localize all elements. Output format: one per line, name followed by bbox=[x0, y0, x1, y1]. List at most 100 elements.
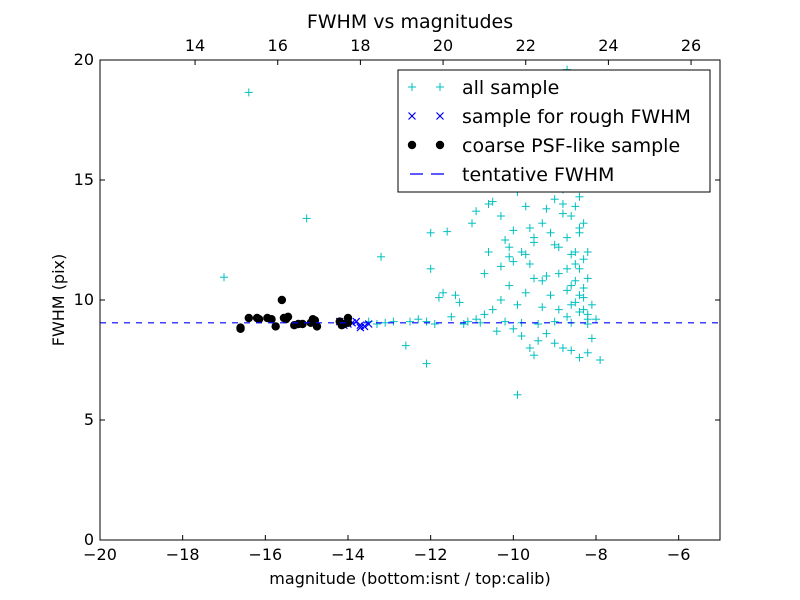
point-2-14 bbox=[298, 319, 307, 329]
point-0-49 bbox=[567, 300, 576, 309]
point-0-1 bbox=[220, 273, 228, 282]
point-0-86 bbox=[587, 334, 596, 343]
point-0-62 bbox=[480, 310, 489, 319]
point-0-21 bbox=[538, 219, 547, 228]
point-2-23 bbox=[343, 313, 353, 323]
point-0-57 bbox=[521, 288, 530, 297]
point-0-74 bbox=[492, 327, 501, 336]
legend-marker-a bbox=[408, 83, 416, 91]
y-tick-label-1: 5 bbox=[84, 410, 94, 429]
point-0-4 bbox=[426, 228, 435, 237]
point-0-5 bbox=[443, 227, 452, 236]
legend-item-3: tentative FWHM bbox=[410, 164, 614, 186]
point-0-84 bbox=[583, 348, 592, 357]
point-0-67 bbox=[439, 288, 448, 297]
point-0-24 bbox=[550, 240, 559, 249]
point-0-2 bbox=[302, 214, 311, 223]
left-axis: 0 5 10 15 20 bbox=[74, 50, 720, 549]
point-0-80 bbox=[550, 339, 559, 348]
legend-item-1: sample for rough FWHM bbox=[408, 106, 691, 128]
point-2-18 bbox=[312, 322, 322, 331]
point-0-35 bbox=[592, 315, 600, 324]
point-0-13 bbox=[505, 252, 514, 261]
point-0-0 bbox=[244, 88, 253, 97]
point-0-79 bbox=[542, 329, 551, 338]
point-0-33 bbox=[583, 248, 592, 256]
point-0-26 bbox=[558, 200, 567, 208]
top-axis: 14 16 18 20 22 24 26 bbox=[185, 36, 701, 65]
point-0-64 bbox=[463, 317, 472, 326]
chart-title: FWHM vs magnitudes bbox=[307, 11, 513, 33]
point-0-88 bbox=[513, 390, 522, 399]
point-0-14 bbox=[509, 226, 518, 235]
point-0-110 bbox=[554, 243, 563, 252]
point-0-81 bbox=[558, 344, 567, 352]
point-0-103 bbox=[426, 264, 435, 273]
legend: all sample sample for rough FWHM coarse PS… bbox=[397, 69, 711, 193]
x-tick-label-4: −12 bbox=[414, 545, 448, 564]
point-0-22 bbox=[542, 272, 551, 280]
legend-label-0: all sample bbox=[462, 77, 559, 99]
legend-item-2: coarse PSF-like sample bbox=[407, 135, 680, 157]
legend-marker-a bbox=[407, 140, 417, 150]
legend-marker-a bbox=[408, 112, 416, 120]
top-tick-label-1: 16 bbox=[268, 36, 288, 55]
point-0-109 bbox=[575, 192, 584, 201]
point-0-8 bbox=[484, 200, 493, 208]
point-0-48 bbox=[579, 293, 588, 302]
point-0-122 bbox=[538, 276, 547, 285]
point-0-61 bbox=[488, 305, 497, 314]
x-tick-label-6: −8 bbox=[584, 545, 608, 564]
point-0-53 bbox=[554, 269, 563, 278]
x-tick-label-7: −6 bbox=[667, 545, 691, 564]
point-0-118 bbox=[571, 298, 580, 307]
point-0-126 bbox=[530, 238, 538, 247]
point-0-42 bbox=[571, 202, 580, 211]
point-0-127 bbox=[550, 195, 559, 204]
top-tick-label-5: 24 bbox=[598, 36, 618, 55]
point-0-117 bbox=[575, 291, 584, 300]
y-tick-label-4: 20 bbox=[74, 50, 94, 69]
x-axis-label: magnitude (bottom:isnt / top:calib) bbox=[269, 569, 550, 588]
point-0-128 bbox=[558, 209, 567, 218]
point-0-6 bbox=[468, 219, 476, 228]
point-0-3 bbox=[377, 252, 386, 261]
point-0-83 bbox=[575, 353, 584, 362]
point-0-28 bbox=[567, 212, 576, 220]
point-0-55 bbox=[538, 303, 547, 312]
point-2-4 bbox=[254, 315, 264, 324]
point-0-116 bbox=[567, 281, 576, 290]
point-0-7 bbox=[472, 207, 481, 216]
point-2-7 bbox=[271, 322, 280, 331]
point-0-71 bbox=[406, 317, 414, 326]
legend-item-0: all sample bbox=[408, 77, 559, 99]
y-axis-label: FWHM (pix) bbox=[49, 254, 68, 347]
top-tick-label-6: 26 bbox=[681, 36, 701, 55]
top-tick-label-3: 20 bbox=[433, 36, 453, 55]
point-0-47 bbox=[571, 276, 580, 285]
point-0-44 bbox=[563, 233, 572, 242]
point-0-46 bbox=[575, 264, 584, 273]
point-0-106 bbox=[525, 224, 534, 232]
point-2-2 bbox=[244, 313, 253, 323]
y-tick-label-2: 10 bbox=[74, 290, 94, 309]
point-0-52 bbox=[563, 286, 572, 295]
point-0-12 bbox=[501, 236, 510, 244]
x-tick-label-5: −10 bbox=[496, 545, 530, 564]
point-1-8 bbox=[364, 320, 373, 328]
point-0-111 bbox=[546, 228, 555, 237]
point-0-123 bbox=[521, 250, 530, 259]
y-tick-label-0: 0 bbox=[84, 530, 94, 549]
legend-marker-b bbox=[436, 83, 444, 91]
point-2-11 bbox=[283, 312, 293, 321]
point-0-77 bbox=[525, 344, 534, 352]
point-0-100 bbox=[583, 320, 592, 328]
point-0-112 bbox=[571, 248, 580, 256]
point-0-130 bbox=[575, 224, 584, 232]
legend-box bbox=[397, 69, 711, 193]
point-0-121 bbox=[554, 305, 563, 314]
point-0-65 bbox=[455, 298, 464, 307]
point-0-59 bbox=[505, 281, 514, 290]
point-0-60 bbox=[496, 296, 505, 304]
point-0-43 bbox=[579, 219, 588, 228]
